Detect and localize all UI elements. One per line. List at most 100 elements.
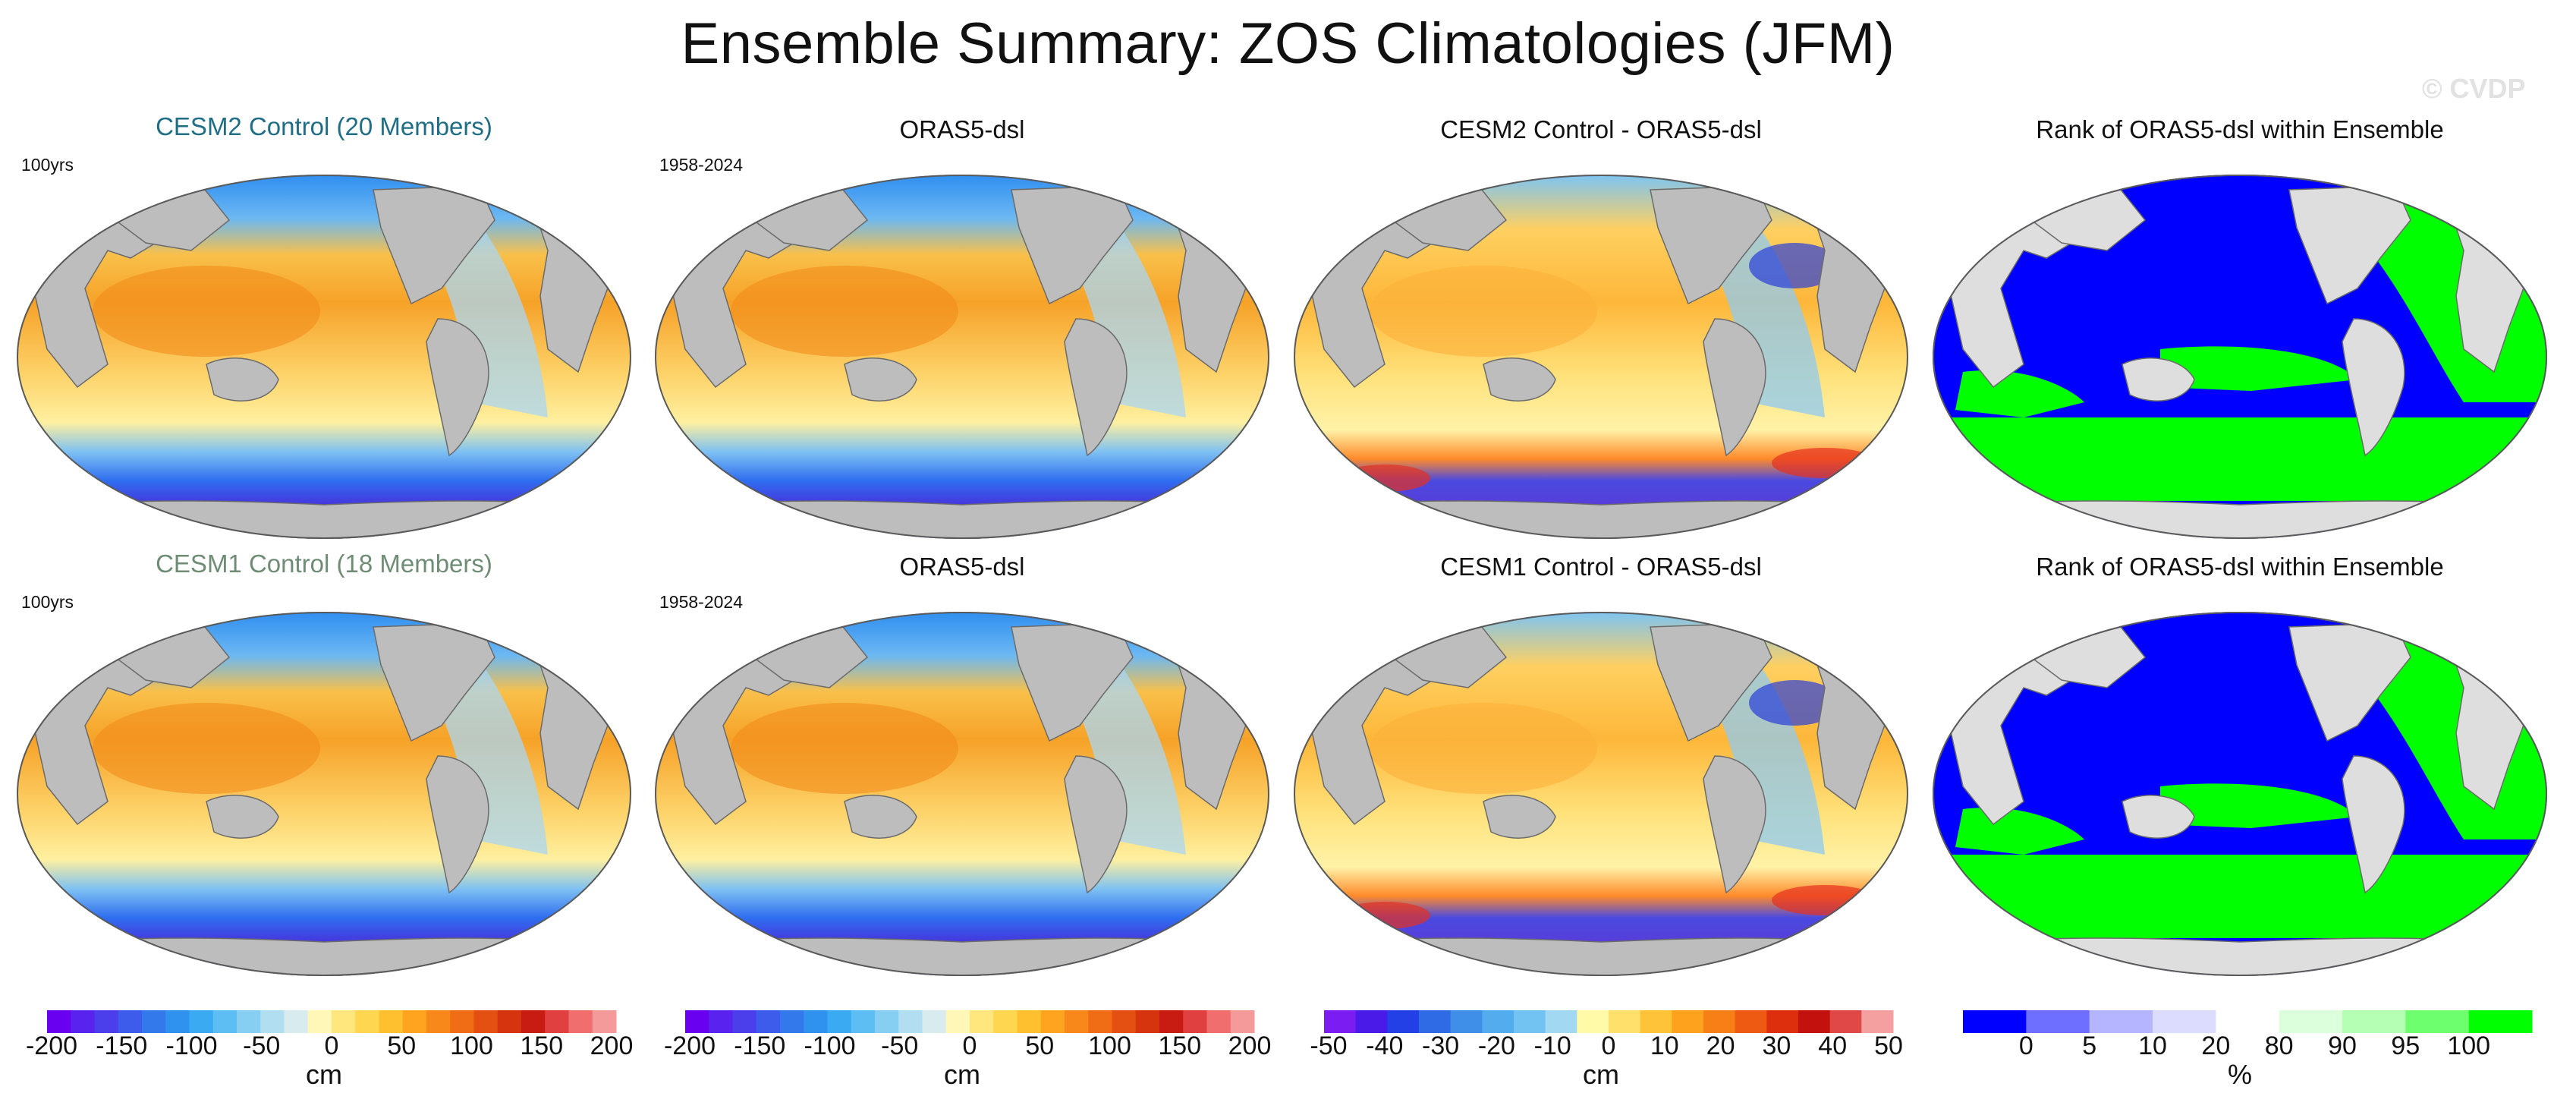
colorbar-swatch <box>1112 1010 1137 1033</box>
colorbar-tick-label: -20 <box>1478 1032 1515 1056</box>
page-title: Ensemble Summary: ZOS Climatologies (JFM… <box>681 11 1895 76</box>
colorbar-swatch <box>1672 1010 1704 1033</box>
colorbar-tick-label: -40 <box>1366 1032 1403 1056</box>
colorbar-swatch <box>804 1010 828 1033</box>
colorbar-tick-label: 10 <box>2138 1032 2167 1056</box>
colorbar-tick-label: 100 <box>2447 1032 2490 1056</box>
colorbar-tick-label: 90 <box>2328 1032 2357 1056</box>
colorbar-swatch <box>2468 1010 2533 1033</box>
colorbar-tick-label: 100 <box>450 1032 493 1056</box>
colorbar-tick-label: 40 <box>1818 1032 1847 1056</box>
colorbar-swatch <box>1017 1010 1042 1033</box>
colorbar-swatch <box>685 1010 709 1033</box>
colorbar-swatch <box>756 1010 781 1033</box>
colorbar-swatch <box>1419 1010 1452 1033</box>
map-panel: CESM2 Control (20 Members) 100yrs <box>9 112 639 546</box>
colorbar-tick-label: 100 <box>1088 1032 1131 1056</box>
colorbar-swatch <box>212 1010 237 1033</box>
field-map <box>655 175 1269 539</box>
colorbar-tick-label: -200 <box>26 1032 77 1056</box>
colorbar-swatch <box>780 1010 804 1033</box>
map-panel: Rank of ORAS5-dsl within Ensemble <box>1925 553 2555 984</box>
colorbar-tick-label: -50 <box>881 1032 918 1056</box>
colorbar-swatch <box>165 1010 190 1033</box>
field-map <box>655 612 1269 976</box>
field-map <box>17 612 631 976</box>
colorbar-swatch <box>1963 1010 2027 1033</box>
colorbar-swatch <box>1355 1010 1388 1033</box>
colorbar-swatch <box>260 1010 285 1033</box>
colorbar-tick-label: -200 <box>664 1032 716 1056</box>
watermark: © CVDP <box>2422 73 2526 104</box>
colorbar-swatch <box>2216 1010 2280 1033</box>
colorbar: -200 -150 -100 -50 0 50 100 150 200 cm <box>647 1010 1277 1101</box>
colorbar-swatch <box>2089 1010 2153 1033</box>
colorbar-swatch <box>1135 1010 1160 1033</box>
colorbar-swatch <box>379 1010 404 1033</box>
colorbar-unit: cm <box>944 1059 980 1090</box>
colorbar-swatch <box>945 1010 970 1033</box>
diff-map <box>1294 612 1908 976</box>
colorbar-swatch <box>592 1010 617 1033</box>
colorbar-tick-label: -10 <box>1534 1032 1571 1056</box>
colorbar-tick-label: -150 <box>96 1032 147 1056</box>
colorbar-tick-label: 20 <box>1706 1032 1735 1056</box>
field-map <box>17 175 631 539</box>
colorbar-tick-label: 200 <box>590 1032 634 1056</box>
colorbar-swatch <box>332 1010 356 1033</box>
colorbar-tick-label: 200 <box>1228 1032 1272 1056</box>
colorbar-tick-label: -100 <box>804 1032 855 1056</box>
colorbar-swatch <box>827 1010 852 1033</box>
colorbar-tick-label: 0 <box>325 1032 339 1056</box>
colorbar-tick-label: 0 <box>963 1032 977 1056</box>
colorbar-swatch <box>71 1010 95 1033</box>
colorbar-tick-label: -100 <box>165 1032 217 1056</box>
period-label: 100yrs <box>21 155 74 175</box>
colorbar-swatch <box>307 1010 332 1033</box>
colorbar-tick-label: -50 <box>1310 1032 1347 1056</box>
colorbar-swatch <box>355 1010 379 1033</box>
colorbar-tick-label: 0 <box>2019 1032 2033 1056</box>
colorbar-swatch <box>1159 1010 1184 1033</box>
colorbar-swatches: -50 -40 -30 -20 -10 0 10 20 30 40 50 <box>1310 1010 1903 1056</box>
colorbar-swatches: -200 -150 -100 -50 0 50 100 150 200 <box>26 1010 634 1056</box>
period-label: 1958-2024 <box>659 155 743 175</box>
panel-title: ORAS5-dsl <box>899 115 1025 143</box>
diff-map <box>1294 175 1908 539</box>
colorbar-tick-label: 30 <box>1762 1032 1791 1056</box>
colorbar-swatch <box>497 1010 522 1033</box>
colorbar-swatch <box>1514 1010 1546 1033</box>
colorbar-unit: cm <box>1583 1059 1619 1090</box>
colorbar-tick-label: 5 <box>2082 1032 2096 1056</box>
colorbar-swatch <box>473 1010 499 1033</box>
panel-title: CESM2 Control - ORAS5-dsl <box>1440 115 1762 143</box>
colorbar-swatch <box>94 1010 119 1033</box>
colorbar-tick-label: -150 <box>734 1032 785 1056</box>
colorbar-unit: % <box>2227 1059 2252 1090</box>
colorbar-swatch <box>2279 1010 2343 1033</box>
panel-title: CESM1 Control - ORAS5-dsl <box>1440 553 1762 581</box>
colorbar-swatch <box>2026 1010 2090 1033</box>
colorbar-swatch <box>875 1010 899 1033</box>
colorbar-swatch <box>1230 1010 1255 1033</box>
colorbar-tick-label: 80 <box>2265 1032 2294 1056</box>
colorbar-swatch <box>2342 1010 2406 1033</box>
colorbar-tick-label: 10 <box>1650 1032 1679 1056</box>
colorbar-swatch <box>521 1010 546 1033</box>
panel-title: CESM1 Control (18 Members) <box>156 550 492 578</box>
colorbar-tick-label: 50 <box>1025 1032 1054 1056</box>
colorbar-swatch <box>545 1010 569 1033</box>
colorbar-swatch <box>402 1010 427 1033</box>
colorbar-swatch <box>1766 1010 1799 1033</box>
colorbar-swatch <box>1482 1010 1514 1033</box>
colorbar-swatch <box>1798 1010 1831 1033</box>
colorbar-swatch <box>851 1010 876 1033</box>
colorbar-swatch <box>1735 1010 1767 1033</box>
colorbar-swatch <box>1640 1010 1672 1033</box>
panel-title: ORAS5-dsl <box>899 553 1025 581</box>
colorbar-swatch <box>1609 1010 1641 1033</box>
map-panel: ORAS5-dsl 1958-2024 <box>647 115 1277 546</box>
colorbar-swatch <box>1040 1010 1065 1033</box>
colorbar-swatch <box>1577 1010 1609 1033</box>
colorbar-swatch <box>1387 1010 1420 1033</box>
